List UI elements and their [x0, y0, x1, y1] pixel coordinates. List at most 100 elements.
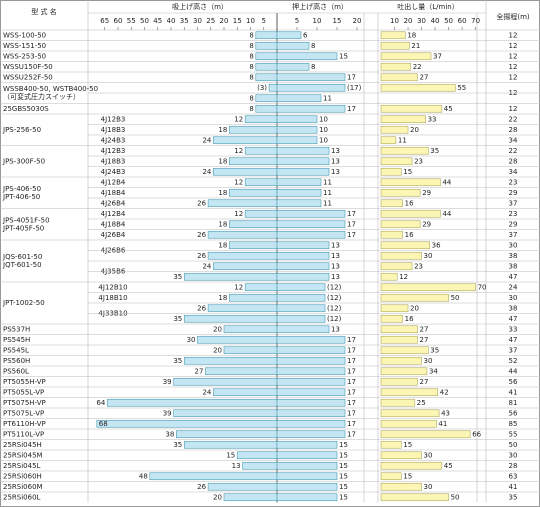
push-bar [276, 125, 318, 134]
total-head: 38 [509, 252, 518, 260]
discharge-label: 34 [429, 367, 438, 375]
model-name: WSSU252F-50 [3, 73, 53, 81]
push-bar [276, 461, 338, 470]
model-name: PT5055L-VP [3, 388, 44, 396]
discharge-bar [380, 409, 440, 418]
suction-label: 18 [218, 220, 227, 228]
suction-bar [223, 493, 278, 502]
discharge-bar [380, 335, 418, 344]
suction-tick-label: 40 [167, 17, 176, 25]
suction-bar [213, 167, 278, 176]
suction-label: 13 [232, 462, 241, 470]
suction-label: 8 [249, 42, 253, 50]
push-label: 15 [339, 483, 348, 491]
suction-label: (3) [257, 84, 267, 92]
push-label: (17) [347, 84, 362, 92]
push-label: 8 [311, 63, 315, 71]
model-name: JPS-406-50 [2, 185, 41, 193]
model-name: 25RSi060M [3, 483, 43, 491]
push-label: 17 [347, 409, 356, 417]
suction-bar [223, 325, 278, 334]
suction-tick-label: 55 [127, 17, 136, 25]
push-label: 8 [311, 42, 315, 50]
discharge-bar [380, 136, 397, 145]
suction-bar [207, 304, 278, 313]
suction-bar [176, 430, 278, 439]
discharge-label: 20 [410, 126, 419, 134]
suction-bar [213, 262, 278, 271]
discharge-bar [380, 209, 441, 218]
discharge-label: 30 [424, 483, 433, 491]
suction-bar [244, 146, 278, 155]
discharge-bar [380, 146, 429, 155]
push-bar [276, 335, 346, 344]
sub-model: 4J24B3 [101, 168, 126, 176]
discharge-label: 29 [422, 189, 431, 197]
suction-bar [236, 451, 278, 460]
push-label: 17 [347, 73, 356, 81]
push-label: 17 [347, 220, 356, 228]
discharge-bar [380, 241, 430, 250]
push-label: 10 [319, 136, 328, 144]
model-name: 25RSi045H [3, 441, 42, 449]
suction-label: 48 [139, 472, 148, 480]
total-head: 12 [509, 73, 518, 81]
push-label: 15 [339, 52, 348, 60]
total-head: 56 [509, 409, 518, 417]
push-bar [276, 31, 302, 40]
push-bar [276, 104, 346, 113]
push-bar [276, 178, 322, 187]
discharge-bar [380, 167, 402, 176]
suction-label: 8 [249, 63, 253, 71]
push-label: 17 [347, 388, 356, 396]
suction-label: 35 [173, 357, 182, 365]
total-header: 全揚程(m) [496, 12, 530, 21]
suction-header: 吸上げ高さ（m） [172, 2, 228, 11]
discharge-label: 11 [398, 136, 407, 144]
total-head: 37 [509, 346, 518, 354]
suction-bar [242, 461, 278, 470]
discharge-bar [380, 272, 398, 281]
discharge-bar [380, 104, 443, 113]
suction-bar [173, 409, 278, 418]
push-bar [276, 451, 338, 460]
push-label: 11 [323, 199, 332, 207]
discharge-bar [380, 377, 418, 386]
suction-bar [255, 41, 278, 50]
push-header: 押上げ高さ（m） [292, 2, 348, 11]
suction-label: 15 [226, 451, 235, 459]
push-label: (12) [327, 283, 342, 291]
suction-bar [255, 73, 278, 82]
suction-bar [96, 419, 278, 428]
total-head: 30 [509, 294, 518, 302]
push-label: 11 [323, 94, 332, 102]
push-bar [276, 230, 346, 239]
discharge-bar [380, 367, 428, 376]
suction-label: 38 [165, 430, 174, 438]
push-label: 15 [339, 472, 348, 480]
suction-bar [255, 104, 278, 113]
suction-bar [205, 367, 278, 376]
push-bar [276, 398, 346, 407]
discharge-label: 50 [451, 493, 460, 501]
discharge-bar [380, 115, 426, 124]
model-name: PS537H [3, 325, 30, 333]
suction-label: 24 [202, 388, 211, 396]
push-label: 6 [303, 31, 308, 39]
push-label: 13 [331, 325, 340, 333]
model-name: WSS-100-50 [3, 31, 46, 39]
discharge-tick-label: 10 [390, 17, 399, 25]
suction-bar [183, 356, 278, 365]
push-bar [276, 482, 338, 491]
sub-model: 4J24B3 [101, 136, 126, 144]
suction-label: 39 [163, 378, 172, 386]
model-name: PS560L [3, 367, 29, 375]
push-label: 13 [331, 168, 340, 176]
suction-label: 8 [249, 105, 253, 113]
suction-bar [173, 377, 278, 386]
suction-bar [149, 472, 278, 481]
push-label: 13 [331, 147, 340, 155]
push-bar [276, 136, 318, 145]
discharge-bar [380, 52, 432, 61]
suction-bar [207, 482, 278, 491]
